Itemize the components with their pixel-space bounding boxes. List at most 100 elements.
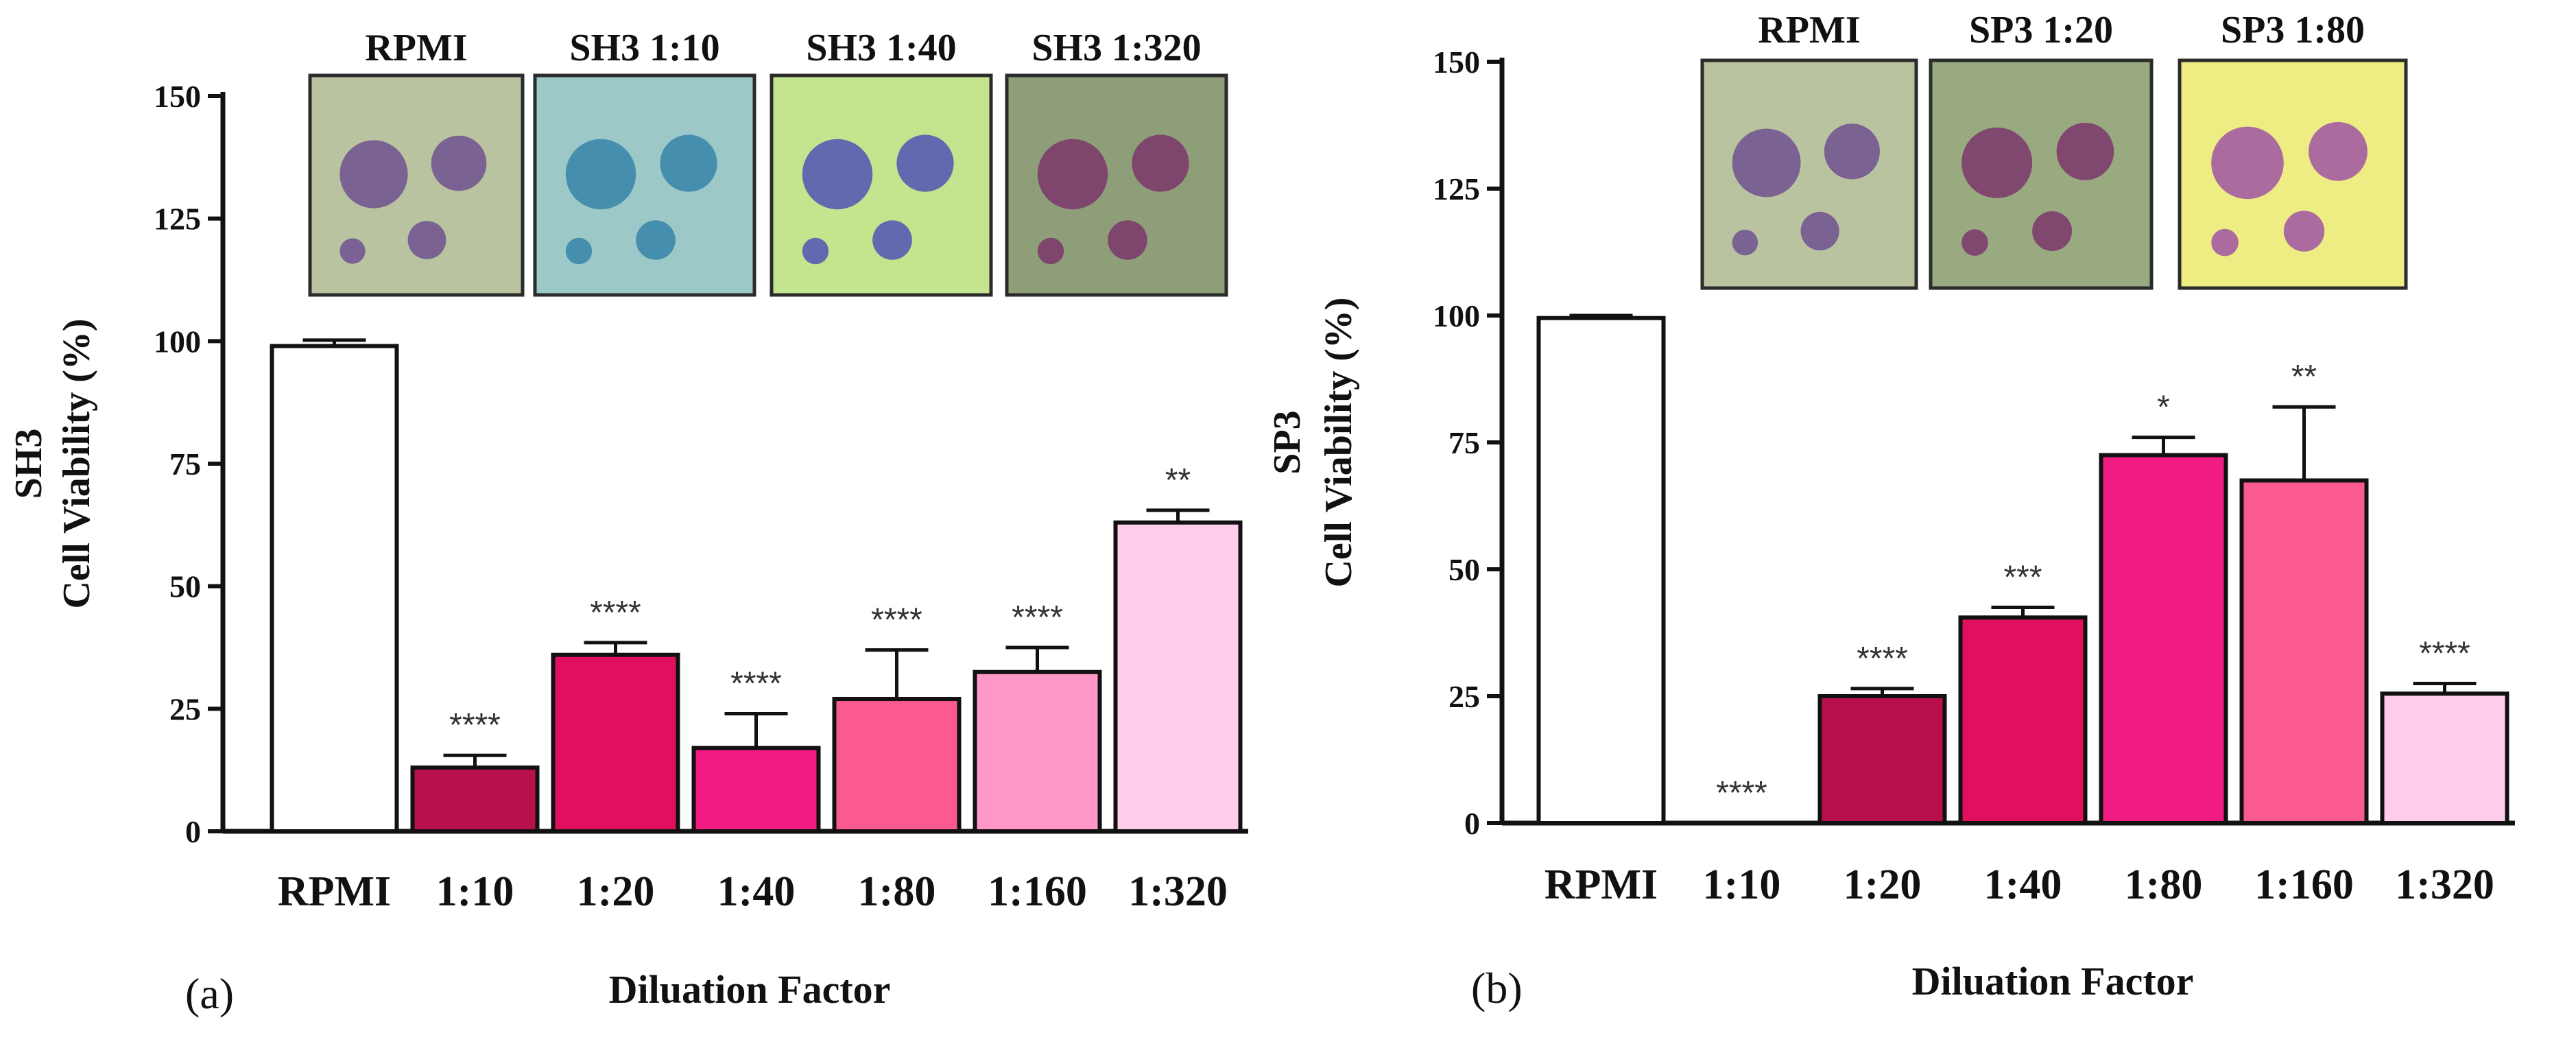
- cell-shape: [565, 139, 636, 210]
- x-category-label: RPMI: [1545, 861, 1658, 908]
- significance-label: **: [1165, 462, 1191, 499]
- y-axis-label-line2: Cell Viability (%): [1317, 297, 1360, 587]
- micrograph-label: SH3 1:10: [569, 27, 719, 69]
- bar: [1958, 615, 2088, 825]
- cell-shape: [1732, 128, 1801, 198]
- bar: [2239, 478, 2369, 825]
- micrograph-image: [2178, 58, 2408, 290]
- cell-shape: [339, 140, 408, 209]
- bar: [2099, 453, 2228, 825]
- x-axis-label: Diluation Factor: [1912, 959, 2194, 1003]
- x-category-label: 1:80: [858, 868, 936, 915]
- panel-b-chart: 0255075100125150RPMI****1:10****1:20***1…: [1266, 9, 2515, 1012]
- significance-label: ****: [871, 602, 922, 639]
- significance-label: ****: [449, 707, 501, 744]
- y-tick-label: 75: [169, 447, 201, 482]
- y-tick-label: 0: [1464, 806, 1480, 841]
- cell-shape: [2309, 121, 2368, 181]
- bar: [2380, 691, 2509, 825]
- significance-label: ***: [2003, 560, 2042, 596]
- micrograph-label: SP3 1:80: [2221, 9, 2365, 51]
- bar: [1536, 316, 1666, 825]
- x-category-label: 1:10: [1703, 861, 1781, 908]
- y-tick-label: 100: [154, 324, 201, 359]
- significance-label: **: [2291, 359, 2317, 395]
- cell-shape: [802, 237, 829, 265]
- y-tick-label: 50: [169, 569, 201, 604]
- cell-shape: [1961, 127, 2033, 198]
- y-tick-label: 25: [169, 691, 201, 726]
- cell-shape: [407, 221, 446, 259]
- significance-label: ****: [1857, 641, 1908, 677]
- significance-label: ****: [2419, 636, 2470, 672]
- cell-shape: [1824, 123, 1880, 180]
- significance-label: ****: [1012, 599, 1063, 636]
- micrograph-image: [1929, 58, 2154, 290]
- bar: [832, 697, 962, 833]
- y-tick-label: 75: [1448, 425, 1480, 460]
- x-category-label: 1:320: [2395, 861, 2494, 908]
- y-tick-label: 50: [1448, 552, 1480, 587]
- y-tick-label: 100: [1433, 298, 1480, 333]
- cell-shape: [2283, 211, 2325, 252]
- y-axis-label-line2: Cell Viability (%): [56, 318, 98, 608]
- y-tick-label: 25: [1448, 679, 1480, 714]
- significance-label: *: [2157, 390, 2170, 426]
- cell-shape: [896, 134, 954, 192]
- x-category-label: 1:20: [577, 868, 655, 915]
- cell-shape: [565, 237, 593, 265]
- x-category-label: 1:40: [717, 868, 796, 915]
- cell-shape: [2056, 122, 2114, 180]
- x-category-label: 1:40: [1984, 861, 2062, 908]
- cell-shape: [1800, 211, 1839, 251]
- x-category-label: RPMI: [278, 868, 391, 915]
- panel-label: (a): [185, 969, 234, 1018]
- y-tick-label: 150: [1433, 45, 1480, 80]
- significance-label: ****: [730, 665, 782, 702]
- y-axis-label-line1: SH3: [8, 429, 50, 499]
- cell-shape: [2032, 211, 2073, 251]
- y-tick-label: 125: [154, 202, 201, 237]
- cell-shape: [1132, 134, 1189, 192]
- significance-label: ****: [590, 595, 641, 631]
- cell-shape: [1961, 229, 1988, 256]
- cell-shape: [1037, 237, 1064, 265]
- x-axis-label: Diluation Factor: [609, 967, 891, 1012]
- cell-shape: [2211, 126, 2284, 200]
- micrograph-label: SH3 1:320: [1031, 27, 1201, 69]
- cell-shape: [660, 134, 717, 192]
- cell-shape: [1732, 229, 1758, 256]
- micrograph-image: [533, 73, 756, 297]
- panel-label: (b): [1471, 964, 1523, 1012]
- cell-shape: [636, 220, 676, 260]
- cell-shape: [339, 238, 366, 264]
- x-category-label: 1:10: [436, 868, 514, 915]
- micrograph-image: [1700, 58, 1918, 290]
- micrograph-label: SH3 1:40: [806, 27, 956, 69]
- bar: [1817, 694, 1947, 825]
- cell-shape: [802, 139, 873, 210]
- x-category-label: 1:80: [2125, 861, 2203, 908]
- micrograph-label: RPMI: [1758, 9, 1860, 51]
- bar: [410, 765, 540, 834]
- x-category-label: 1:20: [1844, 861, 1922, 908]
- y-tick-label: 0: [185, 814, 201, 849]
- x-category-label: 1:320: [1128, 868, 1228, 915]
- x-category-label: 1:160: [988, 868, 1087, 915]
- y-axis-label-line1: SP3: [1266, 410, 1309, 474]
- micrograph-image: [770, 73, 993, 297]
- cell-shape: [1037, 139, 1108, 210]
- micrograph-label: RPMI: [365, 27, 467, 69]
- bar: [551, 652, 680, 833]
- bar: [1113, 520, 1243, 833]
- bar: [973, 669, 1102, 833]
- significance-label: ****: [1716, 775, 1767, 811]
- micrograph-image: [308, 73, 525, 297]
- cell-shape: [1108, 220, 1147, 260]
- micrograph-image: [1005, 73, 1228, 297]
- y-tick-label: 125: [1433, 171, 1480, 206]
- x-category-label: 1:160: [2254, 861, 2354, 908]
- cell-shape: [872, 220, 912, 260]
- micrograph-label: SP3 1:20: [1969, 9, 2113, 51]
